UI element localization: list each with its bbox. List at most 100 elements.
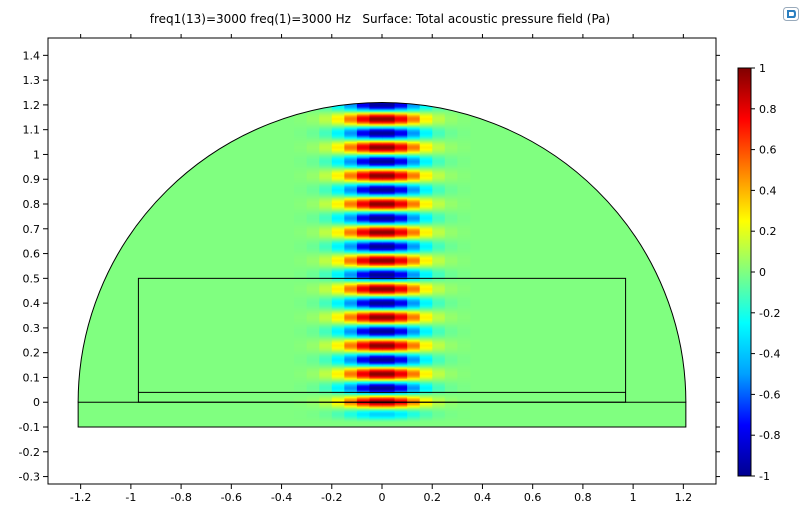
field-cell [432,348,446,351]
field-cell [294,392,308,394]
field-cell [319,392,333,394]
field-cell [294,254,308,257]
field-cell [432,152,446,155]
field-cell [394,248,408,251]
field-cell [457,117,471,120]
field-cell [432,280,446,282]
field-cell [394,286,408,288]
field-cell [407,115,421,118]
field-cell [394,311,408,313]
field-cell [382,424,396,426]
field-cell [394,316,408,318]
field-cell [407,417,421,419]
field-cell [407,345,421,348]
field-cell [356,302,371,304]
comsol-logo-icon[interactable] [783,7,799,21]
field-cell [331,324,345,327]
field-cell [294,117,308,120]
field-cell [331,396,345,398]
field-cell [331,276,345,278]
field-cell [331,323,345,326]
field-cell [419,231,433,234]
field-cell [407,293,421,295]
field-cell [394,396,408,398]
field-cell [331,306,345,308]
field-cell [369,356,383,359]
field-cell [331,285,345,287]
field-cell [457,188,471,190]
field-cell [356,150,371,153]
field-cell [457,199,471,201]
field-cell [344,224,358,227]
field-cell [344,117,358,120]
field-cell [457,263,471,266]
field-cell [356,281,371,283]
field-cell [457,410,471,412]
field-cell [306,351,320,354]
field-cell [344,295,358,297]
field-cell [457,366,471,369]
field-cell [419,351,433,354]
field-cell [306,360,320,363]
field-cell [306,346,320,349]
field-cell [306,375,320,378]
field-cell [344,255,358,258]
field-cell [319,345,333,348]
field-cell [331,158,345,161]
field-cell [394,372,408,375]
field-cell [294,336,308,339]
field-cell [344,205,358,208]
field-cell [457,236,471,239]
field-cell [319,166,333,168]
field-cell [306,327,320,330]
field-cell [419,364,433,367]
field-cell [369,415,383,417]
field-cell [382,354,396,357]
field-cell [444,208,458,211]
field-cell [394,371,408,374]
field-cell [394,406,408,408]
field-cell [344,211,358,214]
field-cell [331,156,345,159]
field-cell [444,252,458,255]
field-cell [444,268,458,271]
field-cell [419,105,433,108]
field-cell [432,309,446,311]
field-cell [306,201,320,203]
field-cell [444,308,458,310]
field-cell [306,362,320,365]
field-cell [331,154,345,157]
field-cell [382,325,396,328]
field-cell [344,334,358,337]
field-cell [369,110,383,113]
field-cell [294,393,308,395]
field-cell [356,158,371,161]
field-cell [457,207,471,210]
field-cell [394,382,408,384]
field-cell [407,383,421,385]
field-cell [369,320,383,323]
field-cell [369,245,383,248]
field-cell [331,317,345,320]
field-cell [444,204,458,206]
field-cell [382,261,396,264]
field-cell [457,243,471,246]
field-cell [444,138,458,141]
field-cell [419,370,433,373]
field-cell [394,225,408,228]
field-cell [382,400,396,402]
field-cell [306,332,320,335]
field-cell [319,415,333,417]
field-cell [369,182,383,184]
field-cell [394,253,408,256]
field-cell [394,169,408,171]
field-cell [356,368,371,371]
field-cell [457,303,471,305]
field-cell [457,323,471,326]
field-cell [394,331,408,334]
field-cell [331,181,345,183]
field-cell [457,212,471,215]
field-cell [444,296,458,298]
field-cell [306,266,320,269]
field-cell [331,123,345,126]
